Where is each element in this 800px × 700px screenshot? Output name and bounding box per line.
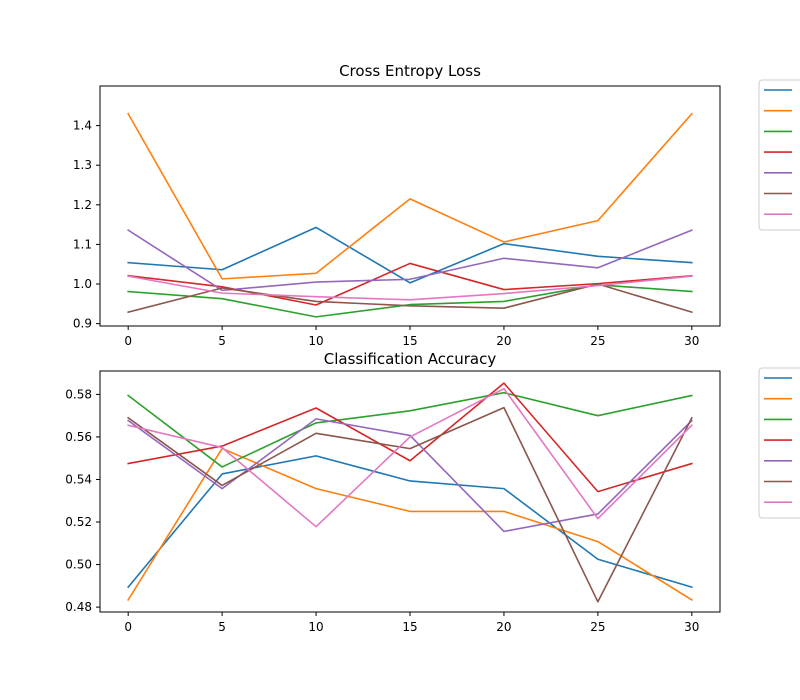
accuracy-x-tick-label: 25 <box>590 620 605 634</box>
accuracy-y-tick-label: 0.54 <box>65 472 92 486</box>
loss-y-tick-label: 1.3 <box>73 158 92 172</box>
accuracy-series-line-5 <box>127 418 693 533</box>
accuracy-x-tick-label: 10 <box>308 620 323 634</box>
accuracy-y-tick-label: 0.56 <box>65 430 92 444</box>
accuracy-y-tick-label: 0.58 <box>65 387 92 401</box>
accuracy-legend-box <box>758 367 800 519</box>
accuracy-series-line-4 <box>127 382 693 493</box>
loss-x-tick-label: 0 <box>124 334 132 348</box>
accuracy-legend <box>758 367 800 519</box>
loss-series-line-5 <box>127 229 693 292</box>
accuracy-series-line-1 <box>127 455 693 589</box>
loss-x-tick-label: 5 <box>218 334 226 348</box>
loss-x-tick-label: 10 <box>308 334 323 348</box>
accuracy-x-tick-label: 30 <box>684 620 699 634</box>
loss-legend <box>758 79 800 231</box>
loss-chart-title: Cross Entropy Loss <box>339 62 481 80</box>
loss-y-tick-label: 1.0 <box>73 277 92 291</box>
loss-series-line-7 <box>127 275 693 301</box>
loss-panel: Cross Entropy Loss 0 5 10 15 20 25 30 0.9 1.0 1.1… <box>73 62 800 348</box>
loss-y-tick-label: 0.9 <box>73 317 92 331</box>
accuracy-x-tick-label: 0 <box>124 620 132 634</box>
loss-x-tick-label: 20 <box>496 334 511 348</box>
accuracy-series-line-3 <box>127 391 693 468</box>
accuracy-y-tick-label: 0.52 <box>65 515 92 529</box>
accuracy-x-tick-label: 15 <box>402 620 417 634</box>
accuracy-chart-title: Classification Accuracy <box>324 350 497 368</box>
loss-y-tick-label: 1.1 <box>73 237 92 251</box>
loss-series-line-6 <box>127 283 693 314</box>
accuracy-series-line-7 <box>127 387 693 528</box>
accuracy-series-line-6 <box>127 406 693 603</box>
loss-y-tick-label: 1.2 <box>73 198 92 212</box>
accuracy-x-tick-label: 5 <box>218 620 226 634</box>
loss-x-tick-label: 30 <box>684 334 699 348</box>
loss-x-tick-label: 15 <box>402 334 417 348</box>
accuracy-y-tick-label: 0.48 <box>65 600 92 614</box>
accuracy-x-tick-label: 20 <box>496 620 511 634</box>
loss-series-line-2 <box>127 112 693 280</box>
loss-x-tick-label: 25 <box>590 334 605 348</box>
accuracy-panel: Classification Accuracy 0 5 10 15 20 25 30 0.48… <box>65 350 800 634</box>
loss-series-line-1 <box>127 226 693 284</box>
loss-y-tick-label: 1.4 <box>73 119 92 133</box>
accuracy-y-tick-label: 0.50 <box>65 558 92 572</box>
loss-legend-box <box>758 79 800 231</box>
